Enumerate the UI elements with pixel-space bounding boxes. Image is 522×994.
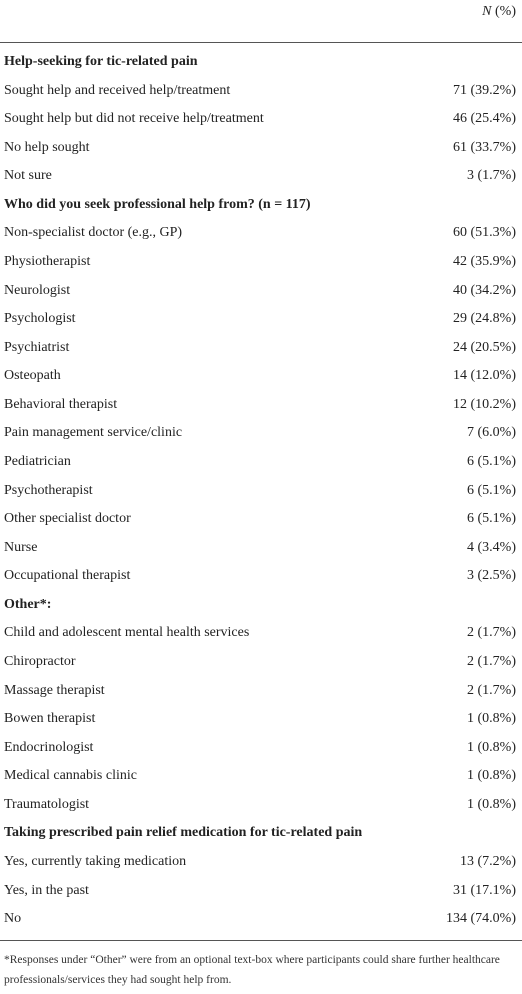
row-label: Medical cannabis clinic — [4, 768, 137, 784]
row-label: Neurologist — [4, 282, 71, 298]
table-row: Psychotherapist 6 (5.1%) — [0, 477, 522, 506]
table-row: No help sought 61 (33.7%) — [0, 134, 522, 163]
row-value: 4 (3.4%) — [467, 539, 516, 555]
row-label: Osteopath — [4, 368, 61, 384]
table-row: Bowen therapist 1 (0.8%) — [0, 705, 522, 734]
section-row: Taking prescribed pain relief medication… — [0, 819, 522, 848]
row-value: 3 (2.5%) — [467, 568, 516, 584]
row-value: 71 (39.2%) — [453, 82, 516, 98]
row-value: 31 (17.1%) — [453, 882, 516, 898]
row-value: 2 (1.7%) — [467, 682, 516, 698]
row-label: Pediatrician — [4, 453, 71, 469]
row-label: Endocrinologist — [4, 739, 94, 755]
row-value: 2 (1.7%) — [467, 653, 516, 669]
table-row: Psychiatrist 24 (20.5%) — [0, 334, 522, 363]
section-row: Who did you seek professional help from?… — [0, 191, 522, 220]
table-row: Endocrinologist 1 (0.8%) — [0, 734, 522, 763]
row-label: Yes, in the past — [4, 882, 89, 898]
row-value: 2 (1.7%) — [467, 625, 516, 641]
table-row: Massage therapist 2 (1.7%) — [0, 677, 522, 706]
table-row: Chiropractor 2 (1.7%) — [0, 648, 522, 677]
row-value: 12 (10.2%) — [453, 396, 516, 412]
row-label: Bowen therapist — [4, 711, 96, 727]
row-label: Non-specialist doctor (e.g., GP) — [4, 225, 183, 241]
row-value: 40 (34.2%) — [453, 282, 516, 298]
row-value: 7 (6.0%) — [467, 425, 516, 441]
table-row: Pediatrician 6 (5.1%) — [0, 448, 522, 477]
table-row: Child and adolescent mental health servi… — [0, 619, 522, 648]
bottom-rule — [0, 940, 522, 941]
row-label: Child and adolescent mental health servi… — [4, 625, 250, 641]
table-row: Pain management service/clinic 7 (6.0%) — [0, 419, 522, 448]
table-row: Yes, in the past 31 (17.1%) — [0, 877, 522, 906]
row-label: Occupational therapist — [4, 568, 131, 584]
row-label: Pain management service/clinic — [4, 425, 183, 441]
row-value: 29 (24.8%) — [453, 311, 516, 327]
row-value: 61 (33.7%) — [453, 139, 516, 155]
table-row: Yes, currently taking medication 13 (7.2%… — [0, 848, 522, 877]
table-row: Psychologist 29 (24.8%) — [0, 305, 522, 334]
row-label: Physiotherapist — [4, 253, 91, 269]
row-value: 6 (5.1%) — [467, 482, 516, 498]
column-header: N (%) — [482, 2, 516, 22]
row-label: Chiropractor — [4, 653, 76, 669]
row-label: Sought help and received help/treatment — [4, 82, 231, 98]
row-value: 1 (0.8%) — [467, 796, 516, 812]
footnote: *Responses under “Other” were from an op… — [4, 954, 500, 986]
row-value: 1 (0.8%) — [467, 739, 516, 755]
row-label: Psychiatrist — [4, 339, 70, 355]
table-row: Behavioral therapist 12 (10.2%) — [0, 391, 522, 420]
percent-label: (%) — [495, 4, 516, 19]
table-row: Other specialist doctor 6 (5.1%) — [0, 505, 522, 534]
section-title: Help-seeking for tic-related pain — [4, 54, 198, 69]
table-row: No 134 (74.0%) — [0, 905, 522, 934]
row-value: 46 (25.4%) — [453, 111, 516, 127]
row-value: 6 (5.1%) — [467, 453, 516, 469]
table-row: Nurse 4 (3.4%) — [0, 534, 522, 563]
table-row: Physiotherapist 42 (35.9%) — [0, 248, 522, 277]
header-rule — [0, 42, 522, 43]
section-title: Who did you seek professional help from?… — [4, 196, 311, 212]
row-value: 1 (0.8%) — [467, 711, 516, 727]
table-row: Occupational therapist 3 (2.5%) — [0, 562, 522, 591]
table-row: Not sure 3 (1.7%) — [0, 162, 522, 191]
row-label: Other specialist doctor — [4, 511, 131, 527]
row-label: Behavioral therapist — [4, 396, 118, 412]
row-value: 60 (51.3%) — [453, 225, 516, 241]
row-label: Psychologist — [4, 311, 76, 327]
section-title: Taking prescribed pain relief medication… — [4, 825, 363, 841]
row-label: Sought help but did not receive help/tre… — [4, 111, 264, 127]
table-row: Sought help and received help/treatment 7… — [0, 77, 522, 106]
row-label: Psychotherapist — [4, 482, 93, 498]
row-label: Massage therapist — [4, 682, 105, 698]
row-value: 14 (12.0%) — [453, 368, 516, 384]
table-row: Sought help but did not receive help/tre… — [0, 105, 522, 134]
n-symbol: N — [482, 4, 492, 19]
section-title: Other*: — [4, 596, 52, 612]
section-row: Help-seeking for tic-related pain — [0, 48, 522, 77]
row-value: 6 (5.1%) — [467, 511, 516, 527]
row-value: 13 (7.2%) — [460, 853, 516, 869]
row-value: 134 (74.0%) — [446, 911, 516, 927]
row-value: 1 (0.8%) — [467, 768, 516, 784]
table-row: Traumatologist 1 (0.8%) — [0, 791, 522, 820]
row-label: Yes, currently taking medication — [4, 853, 187, 869]
table-row: Neurologist 40 (34.2%) — [0, 277, 522, 306]
row-label: Nurse — [4, 539, 38, 555]
row-label: No help sought — [4, 139, 90, 155]
row-label: Not sure — [4, 168, 52, 184]
row-value: 3 (1.7%) — [467, 168, 516, 184]
table-row: Osteopath 14 (12.0%) — [0, 362, 522, 391]
table-row: Non-specialist doctor (e.g., GP) 60 (51.3… — [0, 219, 522, 248]
row-value: 24 (20.5%) — [453, 339, 516, 355]
row-label: No — [4, 911, 22, 927]
table-row: Medical cannabis clinic 1 (0.8%) — [0, 762, 522, 791]
row-value: 42 (35.9%) — [453, 253, 516, 269]
row-label: Traumatologist — [4, 796, 90, 812]
section-row: Other*: — [0, 591, 522, 620]
